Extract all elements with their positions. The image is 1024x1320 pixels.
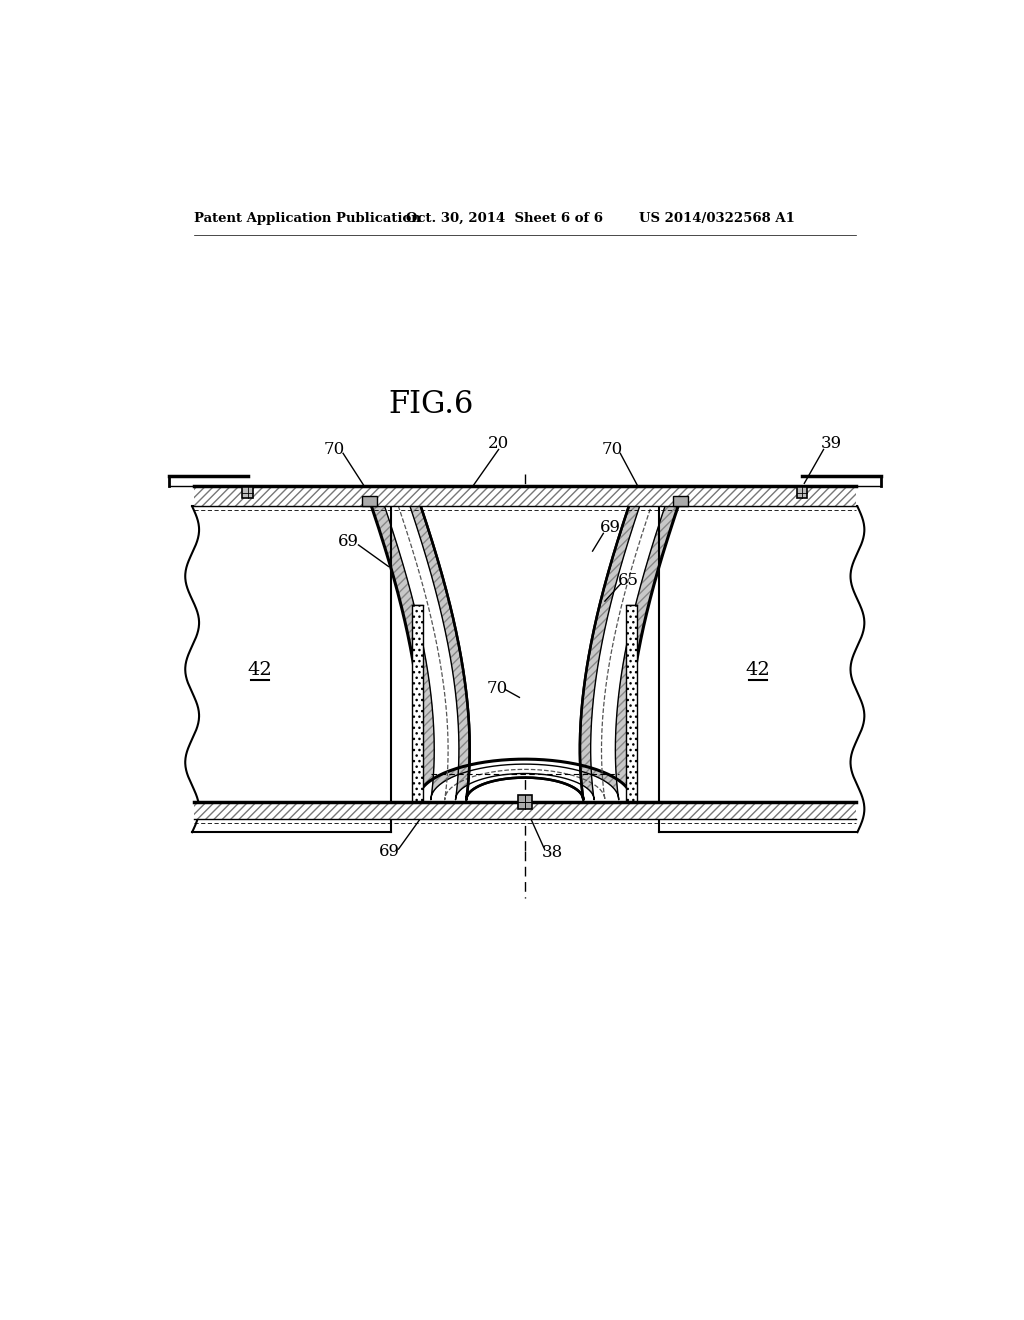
Text: 70: 70 bbox=[324, 441, 344, 458]
Bar bbox=[627, 605, 637, 803]
Bar bbox=[413, 605, 423, 803]
Text: 20: 20 bbox=[488, 434, 509, 451]
Bar bbox=[361, 496, 377, 507]
Text: 70: 70 bbox=[486, 680, 508, 697]
Bar bbox=[797, 487, 807, 498]
Text: FIG.6: FIG.6 bbox=[388, 389, 473, 420]
Text: 38: 38 bbox=[542, 845, 563, 862]
Polygon shape bbox=[419, 499, 631, 800]
Text: Patent Application Publication: Patent Application Publication bbox=[194, 213, 421, 224]
Bar bbox=[194, 803, 856, 818]
Polygon shape bbox=[370, 499, 680, 800]
Text: US 2014/0322568 A1: US 2014/0322568 A1 bbox=[639, 213, 795, 224]
Text: 69: 69 bbox=[600, 520, 621, 536]
Text: 39: 39 bbox=[820, 434, 842, 451]
Text: 69: 69 bbox=[338, 533, 359, 550]
Text: 70: 70 bbox=[602, 441, 624, 458]
Text: 65: 65 bbox=[618, 572, 639, 589]
Bar bbox=[673, 496, 688, 507]
Text: 69: 69 bbox=[379, 843, 399, 859]
Text: Oct. 30, 2014  Sheet 6 of 6: Oct. 30, 2014 Sheet 6 of 6 bbox=[407, 213, 603, 224]
Text: 42: 42 bbox=[745, 661, 770, 680]
Bar bbox=[194, 486, 856, 507]
Polygon shape bbox=[408, 499, 642, 800]
Bar bbox=[243, 487, 253, 498]
Bar bbox=[518, 795, 531, 809]
Text: 42: 42 bbox=[248, 661, 272, 680]
